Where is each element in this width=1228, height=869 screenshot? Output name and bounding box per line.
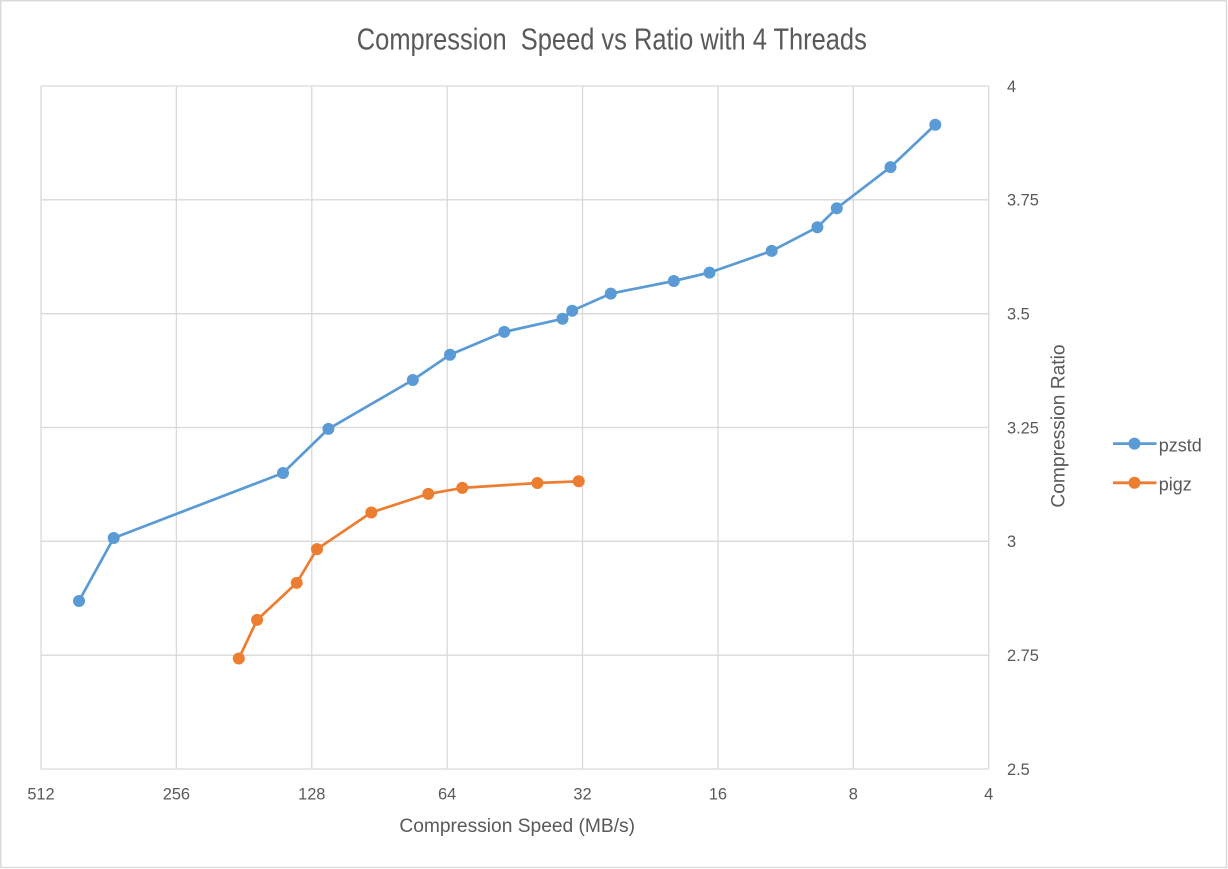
svg-text:32: 32 xyxy=(573,786,591,804)
svg-text:3.5: 3.5 xyxy=(1007,306,1030,324)
svg-text:4: 4 xyxy=(984,786,993,804)
svg-text:Compression Ratio: Compression Ratio xyxy=(1049,344,1070,507)
svg-text:Compression Speed vs Ratio wi: Compression Speed vs Ratio with 4 Thread… xyxy=(357,23,867,57)
svg-text:8: 8 xyxy=(849,786,858,804)
svg-text:Compression Speed (MB/s): Compression Speed (MB/s) xyxy=(399,816,635,837)
svg-text:4: 4 xyxy=(1007,78,1016,96)
svg-text:pzstd: pzstd xyxy=(1159,435,1202,455)
svg-text:3: 3 xyxy=(1007,533,1016,551)
svg-text:64: 64 xyxy=(438,786,456,804)
svg-text:2.5: 2.5 xyxy=(1007,761,1030,779)
svg-text:2.75: 2.75 xyxy=(1007,647,1039,665)
svg-text:256: 256 xyxy=(163,786,190,804)
svg-text:3.25: 3.25 xyxy=(1007,419,1039,437)
svg-text:pigz: pigz xyxy=(1159,475,1192,495)
svg-text:512: 512 xyxy=(27,786,54,804)
svg-text:128: 128 xyxy=(298,786,325,804)
svg-text:16: 16 xyxy=(709,786,727,804)
svg-text:3.75: 3.75 xyxy=(1007,192,1039,210)
